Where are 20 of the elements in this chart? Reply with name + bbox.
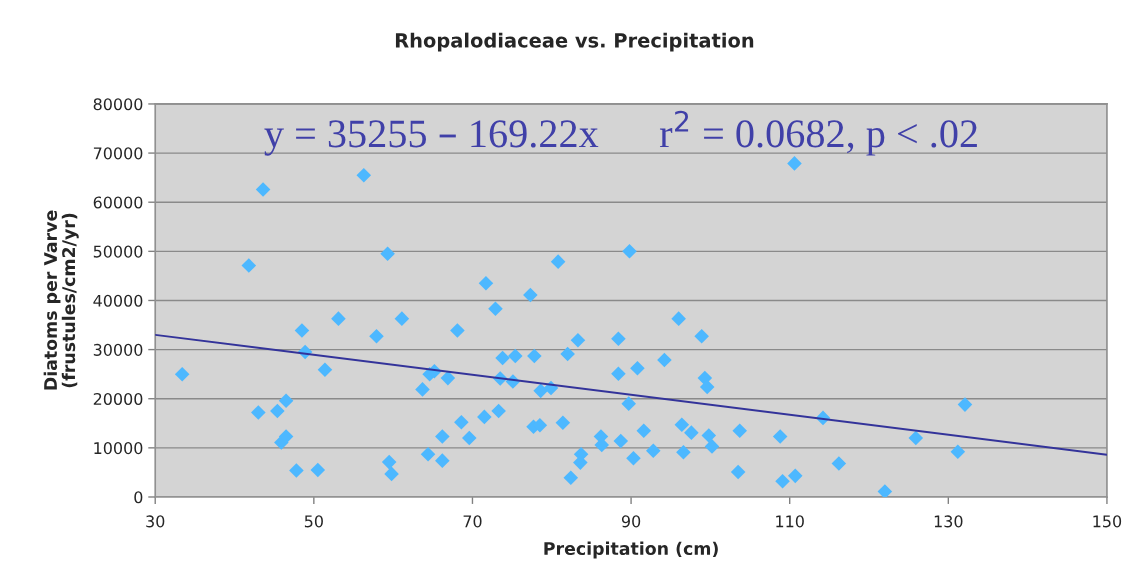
- y-tick-label: 70000: [93, 147, 143, 160]
- y-tick-label: 60000: [93, 196, 143, 209]
- y-tick-label: 80000: [93, 98, 143, 111]
- x-tick-label: 150: [1093, 515, 1122, 528]
- y-tick-label: 50000: [93, 245, 143, 258]
- y-tick-label: 10000: [94, 442, 143, 455]
- y-tick-label: 30000: [93, 343, 143, 356]
- x-tick-label: 70: [463, 515, 482, 528]
- chart-title: Rhopalodiaceae vs. Precipitation: [395, 32, 754, 52]
- x-tick-label: 130: [934, 515, 963, 528]
- x-tick-label: 50: [304, 515, 323, 528]
- x-axis-title: Precipitation (cm): [544, 541, 718, 559]
- x-tick-label: 90: [621, 515, 641, 528]
- y-axis-title: Diatoms per Varve (frustules/cm2/yr): [43, 210, 79, 390]
- y-tick-label: 40000: [93, 294, 143, 307]
- x-tick-label: 110: [776, 515, 804, 528]
- annotation: y = 35255 – 169.22x r$^{2}$ = 0.0682, p < .02: [264, 110, 977, 156]
- x-tick-label: 30: [146, 515, 165, 528]
- y-tick-label: 0: [134, 491, 143, 504]
- y-tick-label: 20000: [93, 392, 143, 406]
